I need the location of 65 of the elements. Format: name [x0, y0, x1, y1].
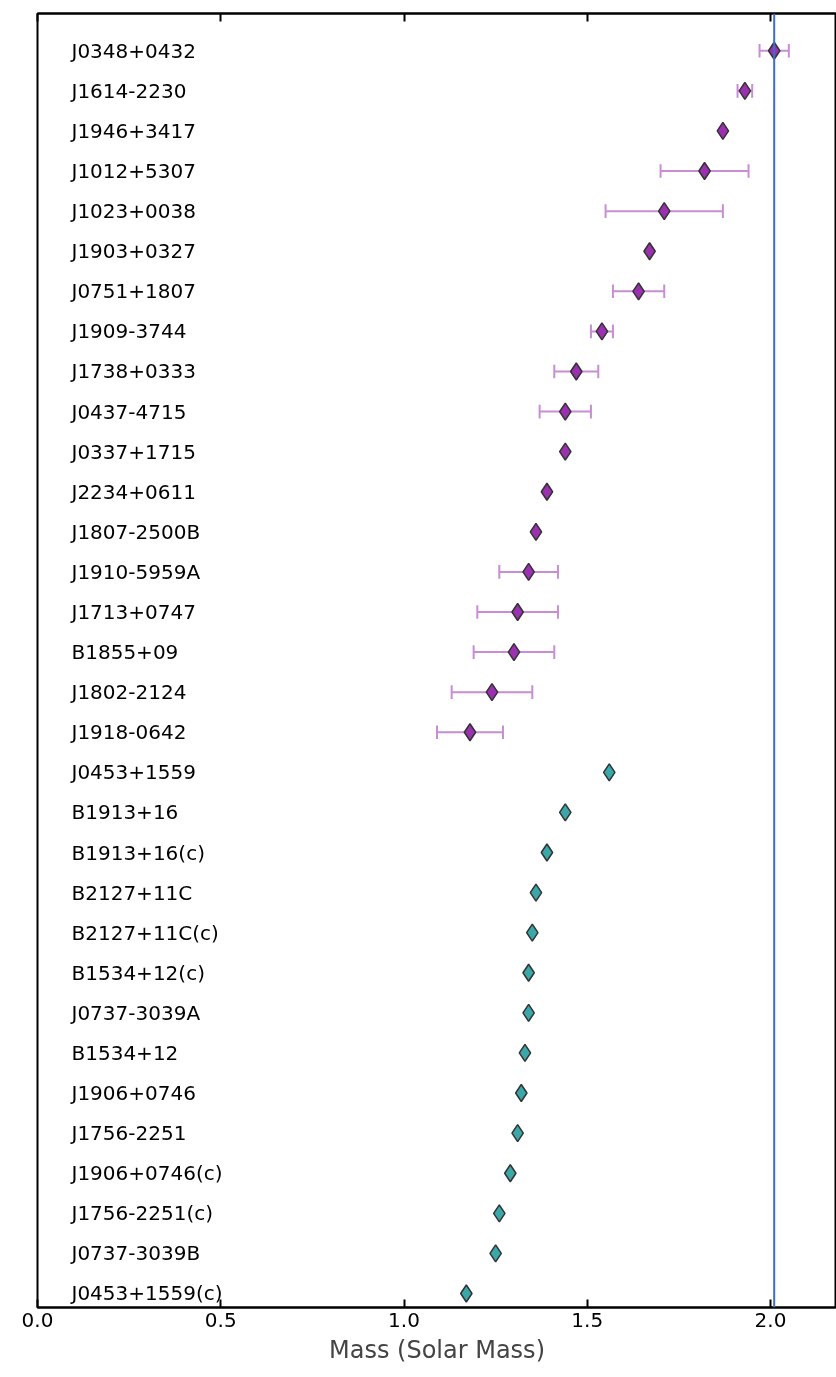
y-tick-label: J0737-3039A [69, 1000, 201, 1025]
x-tick-label: 2.0 [754, 1307, 787, 1332]
y-tick-label: J1910-5959A [69, 559, 201, 584]
y-tick-label: J2234+0611 [69, 479, 196, 504]
y-tick-label: J0348+0432 [69, 38, 196, 63]
point [485, 682, 499, 702]
y-tick-label: J0453+1559 [69, 760, 196, 785]
y-tick-label: J0751+1807 [69, 279, 196, 304]
point [514, 1083, 528, 1103]
point [525, 923, 539, 942]
y-tick-label: J0737-3039B [69, 1241, 201, 1266]
y-tick-label: J1906+0746(c) [69, 1161, 223, 1186]
y-tick-label: B1855+09 [71, 640, 179, 665]
y-tick-label: J1012+5307 [69, 159, 196, 184]
point [463, 723, 477, 742]
point [507, 642, 521, 662]
point [489, 1244, 503, 1263]
point [558, 803, 572, 822]
point [540, 843, 554, 862]
point [522, 963, 536, 983]
point [716, 121, 730, 141]
y-tick-label: B1534+12(c) [71, 960, 205, 985]
x-tick-label: 1.5 [571, 1307, 604, 1332]
point [529, 883, 543, 902]
point [657, 201, 671, 221]
y-tick-label: B2127+11C(c) [71, 920, 219, 945]
y-tick-label: B1913+16(c) [71, 840, 205, 865]
y-tick-label: J1756-2251(c) [69, 1201, 214, 1226]
y-tick-label: J1909-3744 [69, 319, 187, 344]
y-tick-label: J0337+1715 [69, 439, 196, 464]
y-tick-label: B2127+11C [71, 880, 193, 905]
y-tick-label: J1738+0333 [69, 359, 196, 384]
point [529, 522, 543, 542]
point [522, 1003, 536, 1023]
point [558, 442, 572, 461]
y-tick-label: B1534+12 [71, 1040, 179, 1065]
x-tick-label: 0.0 [21, 1307, 54, 1332]
y-tick-label: B1913+16 [71, 800, 179, 825]
y-tick-label: J1023+0038 [69, 199, 196, 224]
point [459, 1284, 473, 1303]
y-tick-label: J1946+3417 [69, 118, 196, 143]
y-tick-label: J1713+0747 [69, 600, 196, 624]
point [540, 482, 554, 501]
point [492, 1204, 506, 1223]
x-tick-label: 1.0 [388, 1307, 420, 1332]
point [511, 1123, 525, 1143]
point [595, 322, 609, 341]
point [558, 402, 572, 421]
y-tick-label: J1802-2124 [69, 680, 187, 705]
y-tick-label: J1756-2251 [69, 1121, 187, 1146]
y-tick-label: J1906+0746 [69, 1081, 196, 1106]
point [569, 362, 583, 381]
point [602, 763, 616, 782]
point [511, 602, 525, 622]
point [503, 1163, 517, 1183]
point [522, 562, 536, 582]
y-tick-label: J1903+0327 [69, 239, 196, 264]
y-tick-label: J1614-2230 [69, 78, 187, 103]
x-axis-title: Mass (Solar Mass) [329, 1335, 546, 1364]
x-tick-label: 0.5 [204, 1307, 237, 1332]
y-tick-label: J1918-0642 [69, 720, 187, 745]
point [518, 1043, 532, 1063]
y-tick-label: J1807-2500B [69, 519, 201, 544]
y-tick-label: J0453+1559(c) [69, 1281, 223, 1306]
y-tick-label: J0437-4715 [69, 399, 187, 424]
